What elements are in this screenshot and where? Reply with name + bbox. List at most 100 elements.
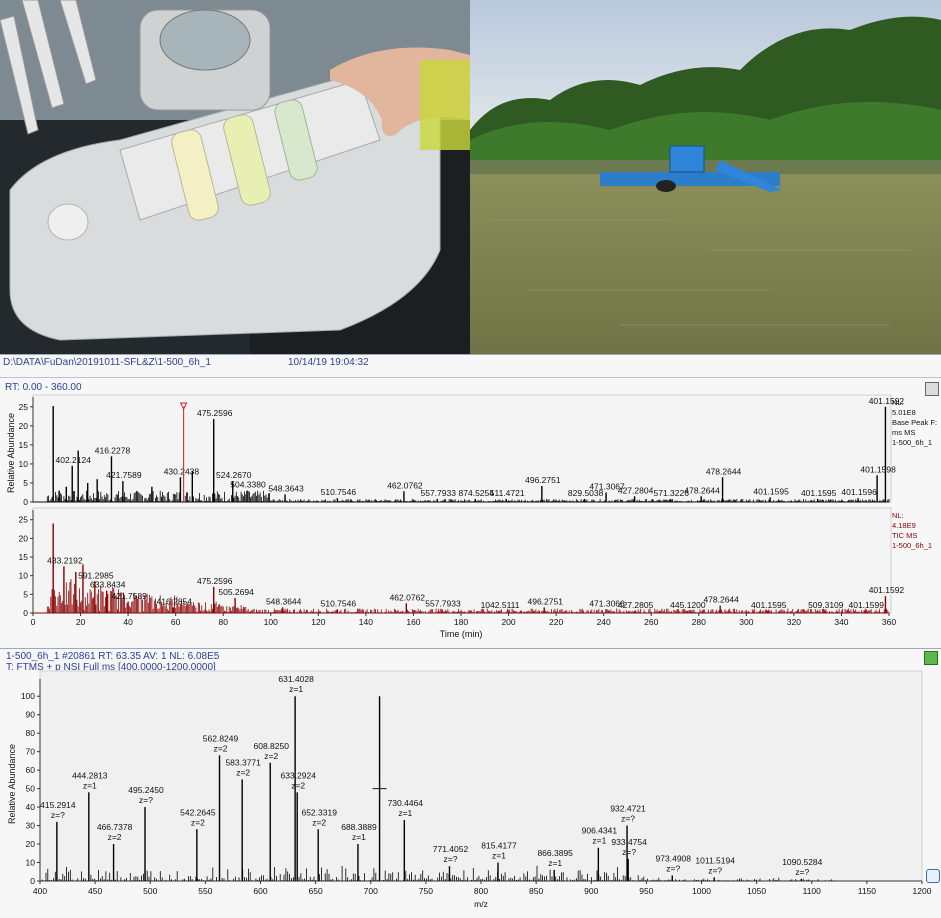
tic-plot-area <box>32 507 892 614</box>
ms-xtick-label: 450 <box>88 886 102 896</box>
tic-xtick-label: 40 <box>123 617 133 627</box>
lab-equipment-illustration <box>0 0 470 354</box>
ms-peak-charge: z=1 <box>548 858 562 868</box>
pin-icon[interactable] <box>925 382 939 396</box>
bp-ytick-label: 25 <box>19 402 29 412</box>
tic-peak-label: 421.7589 <box>111 591 147 601</box>
tic-xtick-label: 260 <box>644 617 658 627</box>
tic-peak-label: 510.7546 <box>321 598 357 608</box>
ms-peak-label: 444.2813 <box>72 770 108 780</box>
ms-xtick-label: 550 <box>198 886 212 896</box>
ms-xtick-label: 950 <box>639 886 653 896</box>
tic-xtick-label: 280 <box>692 617 706 627</box>
mass-spectrum-chart: 0 10 20 30 40 50 60 70 80 90 100 400 450 500 550 600 650… <box>7 670 932 909</box>
sync-icon[interactable] <box>926 869 940 883</box>
ms-peak-label: 688.3889 <box>341 822 377 832</box>
tic-xtick-label: 220 <box>549 617 563 627</box>
bp-peak-label: 427.2804 <box>618 485 654 495</box>
bp-ytick-label: 15 <box>19 440 29 450</box>
tic-xtick-label: 100 <box>264 617 278 627</box>
ms-peak-charge: z=? <box>795 867 809 877</box>
ms-ytick-label: 40 <box>26 802 36 812</box>
tic-peak-label: 509.3109 <box>808 600 844 610</box>
tic-xtick-label: 360 <box>882 617 896 627</box>
ms-peak-charge: z=? <box>139 795 153 805</box>
ms-peak-label: 771.4052 <box>433 844 469 854</box>
chromatogram-panel: D:\DATA\FuDan\20191011-SFL&Z\1-500_6h_1 … <box>0 354 941 649</box>
bp-peak-label: 401.1595 <box>753 486 789 496</box>
ms-peak-charge: z=2 <box>264 751 278 761</box>
tic-info-text: 4.18E9 <box>892 521 916 530</box>
ms-xtick-label: 850 <box>529 886 543 896</box>
ms-peak-label: 1090.5284 <box>782 857 822 867</box>
ms-xtick-label: 1000 <box>692 886 711 896</box>
ms-xtick-label: 800 <box>474 886 488 896</box>
ms-peak-label: 906.4341 <box>582 826 618 836</box>
bp-info-text: Base Peak F: <box>892 418 937 427</box>
ms-peak-label: 631.4028 <box>278 674 314 684</box>
bp-peak-label: 548.3643 <box>268 483 304 493</box>
tic-peak-label: 401.1592 <box>869 585 905 595</box>
tic-peak-label: 505.2694 <box>218 587 254 597</box>
bp-peak-label: 401.1592 <box>869 396 905 406</box>
ms-peak-charge: z=2 <box>108 832 122 842</box>
ms-peak-label: 583.3771 <box>225 757 261 767</box>
tic-xtick-label: 0 <box>31 617 36 627</box>
bp-peak-label: 462.0762 <box>387 480 423 490</box>
tic-ytick-label: 25 <box>19 515 29 525</box>
bp-info-text: ms MS <box>892 428 915 437</box>
ms-xtick-label: 1050 <box>747 886 766 896</box>
tic-xtick-label: 140 <box>359 617 373 627</box>
tic-xtick-label: 180 <box>454 617 468 627</box>
ms-peak-charge: z=? <box>708 865 722 875</box>
bp-peak-label: 874.5254 <box>459 488 495 498</box>
ms-peak-label: 652.3319 <box>301 807 337 817</box>
ms-ytick-label: 0 <box>30 876 35 886</box>
ms-peak-charge: z=? <box>666 863 680 873</box>
ms-xtick-label: 400 <box>33 886 47 896</box>
ms-xtick-label: 500 <box>143 886 157 896</box>
tic-x-axis-title: Time (min) <box>440 629 483 639</box>
bp-peak-label: 416.2278 <box>95 445 131 455</box>
tic-xtick-label: 120 <box>311 617 325 627</box>
ms-peak-label: 415.2914 <box>40 800 76 810</box>
tic-xtick-label: 300 <box>739 617 753 627</box>
tic-peak-label: 471.3066 <box>589 598 625 608</box>
bp-y-axis-title: Relative Abundance <box>6 413 16 493</box>
scan-filter-label: T: FTMS + p NSI Full ms [400.0000-1200.0… <box>6 662 216 673</box>
bp-peak-label: 511.4721 <box>490 488 525 498</box>
tic-xtick-label: 160 <box>406 617 420 627</box>
ms-peak-label: 933.4754 <box>611 837 647 847</box>
ms-x-axis-title: m/z <box>474 899 488 909</box>
ms-xtick-label: 1200 <box>913 886 932 896</box>
ms-xtick-label: 1100 <box>803 886 822 896</box>
lake-boat-illustration <box>470 0 941 354</box>
tic-xtick-label: 340 <box>834 617 848 627</box>
bp-peak-label: 478.2644 <box>684 485 720 495</box>
bp-peak-label: 401.1598 <box>860 464 896 474</box>
tic-xtick-label: 60 <box>171 617 181 627</box>
tic-peak-label: 478.2644 <box>703 595 739 605</box>
tic-ytick-label: 5 <box>23 589 28 599</box>
tic-xtick-label: 240 <box>597 617 611 627</box>
ms-peak-charge: z=1 <box>352 832 366 842</box>
ms-peak-charge: z=1 <box>398 808 412 818</box>
tic-xtick-label: 200 <box>501 617 515 627</box>
ms-y-axis-title: Relative Abundance <box>7 744 17 824</box>
ms-peak-label: 542.2645 <box>180 807 216 817</box>
ms-xtick-label: 750 <box>419 886 433 896</box>
bp-peak-label: 401.1595 <box>801 488 837 498</box>
bp-peak-label: 510.7546 <box>321 487 357 497</box>
bp-peak-label: 430.2438 <box>164 466 200 476</box>
bp-peak-label: 471.3067 <box>589 481 625 491</box>
ms-ytick-label: 80 <box>26 728 36 738</box>
bp-peak-label: 401.1596 <box>841 487 877 497</box>
tic-peak-label: 496.2751 <box>527 596 563 606</box>
tic-peak-label: 548.3644 <box>266 596 302 606</box>
ms-peak-label: 932.4721 <box>610 804 646 814</box>
bp-ytick-label: 10 <box>19 459 29 469</box>
ms-ytick-label: 30 <box>26 821 36 831</box>
ms-peak-label: 973.4908 <box>656 853 692 863</box>
bp-ytick-label: 20 <box>19 421 29 431</box>
green-status-icon[interactable] <box>924 651 938 665</box>
